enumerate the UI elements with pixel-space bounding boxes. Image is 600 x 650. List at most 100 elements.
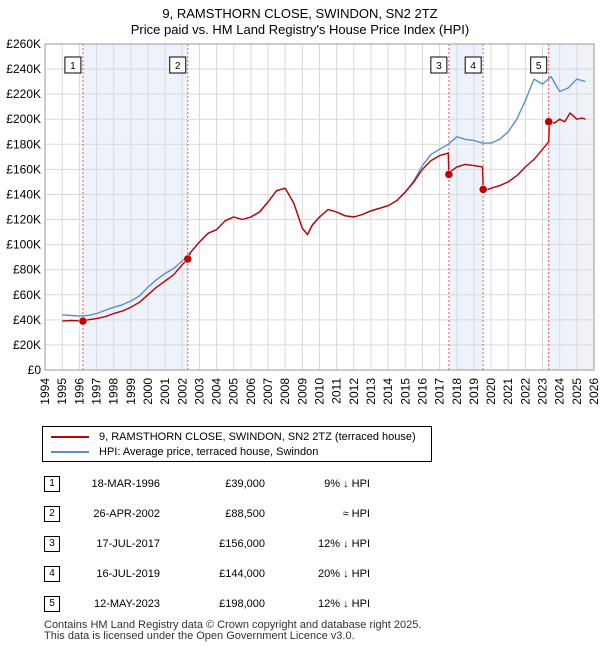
y-tick-label: £220K [6, 87, 41, 101]
shaded-period [448, 44, 484, 370]
property-price-line [62, 112, 586, 322]
x-tick-label: 2011 [330, 378, 344, 404]
shaded-period [82, 44, 188, 370]
sale-row: 3 17-JUL-2017 £156,000 12% ↓ HPI [0, 536, 600, 552]
x-tick-label: 2001 [158, 378, 172, 405]
sale-label-box [464, 56, 482, 74]
x-tick-label: 2000 [141, 378, 155, 405]
x-tick-label: 2012 [347, 378, 361, 405]
sale-label-box [169, 56, 187, 74]
sale-label-box [530, 56, 548, 74]
sale-row: 5 12-MAY-2023 £198,000 12% ↓ HPI [0, 596, 600, 612]
x-tick-label: 2010 [313, 378, 327, 405]
plot-frame [44, 43, 595, 371]
legend-swatch-property [51, 436, 89, 438]
shaded-period [548, 44, 586, 370]
sale-label-number: 3 [436, 61, 442, 72]
x-tick-label: 2018 [450, 378, 464, 405]
sale-label-box [430, 56, 448, 74]
legend-label-hpi: HPI: Average price, terraced house, Swin… [99, 446, 319, 458]
sale-date: 12-MAY-2023 [93, 598, 160, 610]
y-tick-label: £200K [6, 112, 41, 126]
x-tick-label: 2006 [244, 378, 258, 405]
sale-labels: 1 2 3 4 5 [64, 56, 548, 74]
footer-licence: This data is licensed under the Open Gov… [44, 630, 355, 642]
y-tick-label: £260K [6, 37, 41, 51]
axes: £0 £20K £40K £60K £80K £100K £120K £140K £160K £1… [6, 37, 600, 405]
x-tick-label: 2016 [415, 378, 429, 405]
sale-price: £144,000 [219, 568, 265, 580]
sale-label-box [64, 56, 82, 74]
x-tick-label: 2021 [501, 378, 515, 405]
sale-marker [478, 185, 488, 194]
x-tick-label: 1999 [124, 378, 138, 405]
future-region [585, 44, 594, 370]
price-chart: £0 £20K £40K £60K £80K £100K £120K £140K £160K £1… [6, 37, 600, 405]
sale-number: 4 [44, 566, 60, 582]
sale-hpi-comparison: ≈ HPI [342, 508, 370, 520]
x-tick-label: 2015 [398, 378, 412, 405]
x-tick-label: 2008 [278, 378, 292, 405]
sale-price: £39,000 [225, 478, 265, 490]
y-tick-label: £160K [6, 162, 41, 176]
sale-marker [78, 316, 88, 326]
x-tick-label: 2014 [381, 378, 395, 405]
sale-number: 1 [44, 476, 60, 492]
footer-copyright: Contains HM Land Registry data © Crown c… [44, 619, 422, 631]
sale-hpi-comparison: 12% ↓ HPI [318, 538, 370, 550]
footer: Contains HM Land Registry data © Crown c… [44, 620, 421, 642]
y-tick-label: £80K [13, 263, 41, 277]
sale-date: 18-MAR-1996 [91, 478, 160, 490]
sale-marker [183, 254, 192, 264]
x-tick-label: 2022 [518, 378, 532, 405]
y-tick-label: £140K [6, 187, 41, 201]
x-tick-label: 1997 [89, 378, 103, 405]
y-tick-label: £20K [13, 338, 41, 352]
sale-date: 26-APR-2002 [93, 508, 160, 520]
sale-marker [444, 170, 454, 179]
sale-marker [544, 117, 553, 126]
x-tick-label: 2003 [192, 378, 206, 405]
sale-number: 2 [44, 506, 60, 522]
sale-price: £198,000 [219, 598, 265, 610]
y-tick-label: £0 [28, 363, 42, 377]
sale-hpi-comparison: 9% ↓ HPI [324, 478, 370, 490]
sale-row: 1 18-MAR-1996 £39,000 9% ↓ HPI [0, 476, 600, 492]
x-tick-label: 2002 [175, 378, 189, 405]
sale-price: £156,000 [219, 538, 265, 550]
title-line-1: 9, RAMSTHORN CLOSE, SWINDON, SN2 2TZ [162, 6, 438, 21]
sale-row: 4 16-JUL-2019 £144,000 20% ↓ HPI [0, 566, 600, 582]
x-tick-label: 1994 [38, 378, 52, 405]
sale-row: 2 26-APR-2002 £88,500 ≈ HPI [0, 506, 600, 522]
legend: 9, RAMSTHORN CLOSE, SWINDON, SN2 2TZ (te… [42, 426, 432, 462]
x-tick-label: 2005 [227, 378, 241, 405]
y-tick-label: £60K [13, 288, 41, 302]
sale-date: 17-JUL-2017 [96, 538, 160, 550]
x-tick-label: 2023 [536, 378, 550, 405]
x-tick-label: 2013 [364, 378, 378, 405]
y-tick-label: £240K [6, 62, 41, 76]
x-tick-label: 2004 [210, 378, 224, 405]
sale-label-number: 1 [70, 61, 76, 72]
sale-hpi-comparison: 20% ↓ HPI [318, 568, 370, 580]
legend-label-property: 9, RAMSTHORN CLOSE, SWINDON, SN2 2TZ (te… [99, 431, 416, 443]
sale-number: 5 [44, 596, 60, 612]
chart-title: 9, RAMSTHORN CLOSE, SWINDON, SN2 2TZ Pri… [0, 6, 600, 38]
sale-date: 16-JUL-2019 [96, 568, 160, 580]
sale-label-number: 4 [470, 61, 476, 72]
x-tick-label: 2019 [467, 378, 481, 405]
y-tick-label: £120K [6, 213, 41, 227]
x-tick-label: 2024 [553, 378, 567, 405]
sale-price: £88,500 [225, 508, 265, 520]
title-line-2: Price paid vs. HM Land Registry's House … [130, 22, 470, 37]
x-tick-label: 2007 [261, 378, 275, 405]
series-lines [62, 75, 586, 322]
x-tick-label: 1998 [107, 378, 121, 405]
x-tick-label: 1996 [72, 378, 86, 405]
sale-number: 3 [44, 536, 60, 552]
x-tick-label: 2025 [570, 378, 584, 405]
sale-hpi-comparison: 12% ↓ HPI [318, 598, 370, 610]
y-tick-label: £180K [6, 137, 41, 151]
sale-markers [78, 117, 553, 326]
x-tick-label: 2009 [295, 378, 309, 405]
